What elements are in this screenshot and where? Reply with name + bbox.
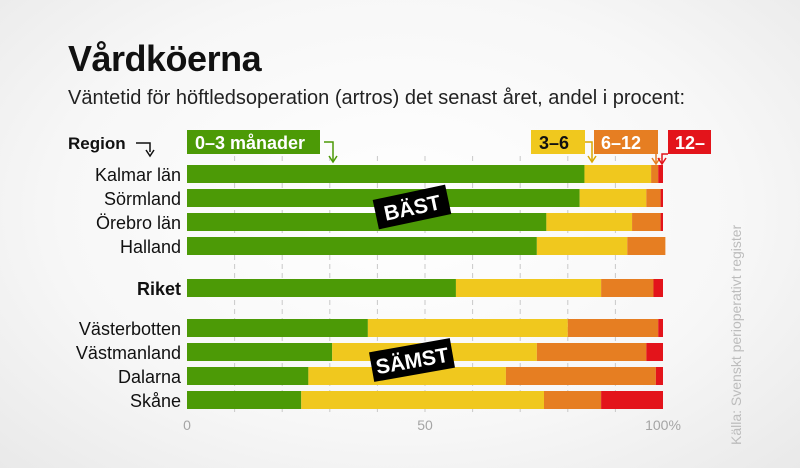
bar-segment-4 bbox=[660, 213, 663, 231]
legend-arrow bbox=[650, 151, 657, 164]
bar-segment-3 bbox=[536, 343, 647, 361]
chart-subtitle: Väntetid för höftledsoperation (artros) … bbox=[68, 87, 686, 109]
bar-segment-3 bbox=[646, 189, 661, 207]
bar-segment-4 bbox=[658, 319, 663, 337]
legend-swatch bbox=[531, 130, 585, 154]
legend-arrow bbox=[324, 141, 334, 162]
legend-label: 0–3 månader bbox=[195, 133, 305, 153]
bar-segment-4 bbox=[660, 189, 663, 207]
legend-swatch bbox=[668, 130, 711, 154]
category-label: Örebro län bbox=[96, 213, 181, 233]
bar-segment-4 bbox=[646, 343, 663, 361]
legend-label: 3–6 bbox=[539, 133, 569, 153]
bar-segment-3 bbox=[601, 279, 654, 297]
legend-label: 6–12 bbox=[601, 133, 641, 153]
bar-segment-2 bbox=[367, 319, 568, 337]
bar-segment-2 bbox=[455, 279, 602, 297]
bar-segment-4 bbox=[655, 367, 663, 385]
category-label: Halland bbox=[120, 237, 181, 257]
bar-segment-1 bbox=[187, 165, 585, 183]
bar-segment-1 bbox=[187, 319, 368, 337]
category-label: Sörmland bbox=[104, 189, 181, 209]
x-tick-label: 50 bbox=[417, 417, 433, 433]
legend-swatch bbox=[594, 130, 658, 154]
legend-swatch bbox=[187, 130, 320, 154]
category-label: Västerbotten bbox=[79, 319, 181, 339]
region-header: Region bbox=[68, 134, 126, 153]
legend-arrow-head bbox=[587, 155, 597, 164]
category-label: Riket bbox=[137, 279, 181, 299]
bar-segment-2 bbox=[579, 189, 647, 207]
legend-arrow bbox=[661, 153, 668, 164]
region-arrow bbox=[136, 142, 151, 152]
bar-segment-3 bbox=[651, 165, 659, 183]
bar-segment-2 bbox=[584, 165, 652, 183]
bar-segment-2 bbox=[301, 391, 544, 409]
legend-arrow-head bbox=[328, 155, 338, 164]
bar-segment-4 bbox=[601, 391, 663, 409]
x-tick-label: 100% bbox=[645, 417, 681, 433]
bar-segment-3 bbox=[632, 213, 661, 231]
legend-arrow-head bbox=[657, 157, 667, 166]
legend-label: 12– bbox=[675, 133, 705, 153]
bar-segment-1 bbox=[187, 343, 333, 361]
bar-segment-2 bbox=[536, 237, 628, 255]
bar-segment-2 bbox=[546, 213, 633, 231]
category-label: Dalarna bbox=[118, 367, 182, 387]
annotation-box bbox=[372, 184, 452, 230]
bar-segment-1 bbox=[187, 213, 547, 231]
bar-segment-3 bbox=[627, 237, 666, 255]
bar-segment-3 bbox=[567, 319, 659, 337]
category-label: Skåne bbox=[130, 391, 181, 411]
chart-title: Vårdköerna bbox=[68, 38, 262, 79]
bar-segment-4 bbox=[653, 279, 663, 297]
bar-segment-1 bbox=[187, 391, 302, 409]
category-label: Kalmar län bbox=[95, 165, 181, 185]
category-label: Västmanland bbox=[76, 343, 181, 363]
bar-segment-4 bbox=[658, 165, 663, 183]
bar-segment-1 bbox=[187, 237, 537, 255]
annotation-box bbox=[369, 338, 455, 382]
bar-segment-3 bbox=[544, 391, 602, 409]
region-arrow-head bbox=[145, 149, 155, 158]
bar-segment-1 bbox=[187, 279, 456, 297]
x-tick-label: 0 bbox=[183, 417, 191, 433]
bar-segment-3 bbox=[505, 367, 656, 385]
legend-arrow bbox=[585, 141, 593, 162]
bar-segment-1 bbox=[187, 367, 309, 385]
